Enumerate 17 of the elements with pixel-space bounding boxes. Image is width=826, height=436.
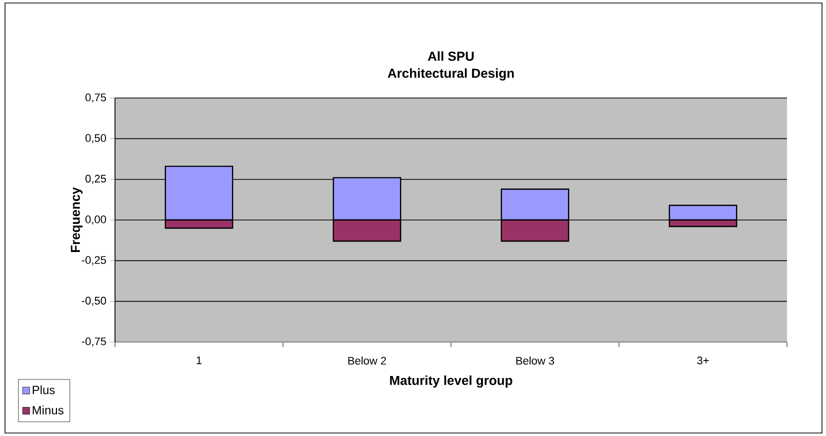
y-tick-label: 0,25	[85, 174, 106, 184]
legend-label: Plus	[32, 385, 55, 394]
y-tick-label: 0,75	[85, 93, 106, 103]
y-tick-label: 0,50	[85, 134, 106, 144]
chart-subtitle: Architectural Design	[388, 68, 514, 80]
legend-label: Minus	[32, 406, 64, 414]
x-tick-label: Below 3	[516, 356, 554, 365]
y-tick-label: -0,50	[82, 296, 106, 306]
x-tick-label: 1	[196, 356, 202, 364]
x-tick-label: Below 2	[348, 356, 386, 365]
y-tick-label: -0,25	[82, 256, 106, 266]
y-axis-title: Frequency	[70, 187, 83, 252]
chart-title: All SPU	[428, 51, 474, 61]
y-tick-label: 0,00	[85, 215, 106, 225]
x-axis-title: Maturity level group	[390, 375, 512, 388]
x-tick-label: 3+	[697, 356, 709, 364]
y-tick-label: -0,75	[82, 337, 106, 347]
